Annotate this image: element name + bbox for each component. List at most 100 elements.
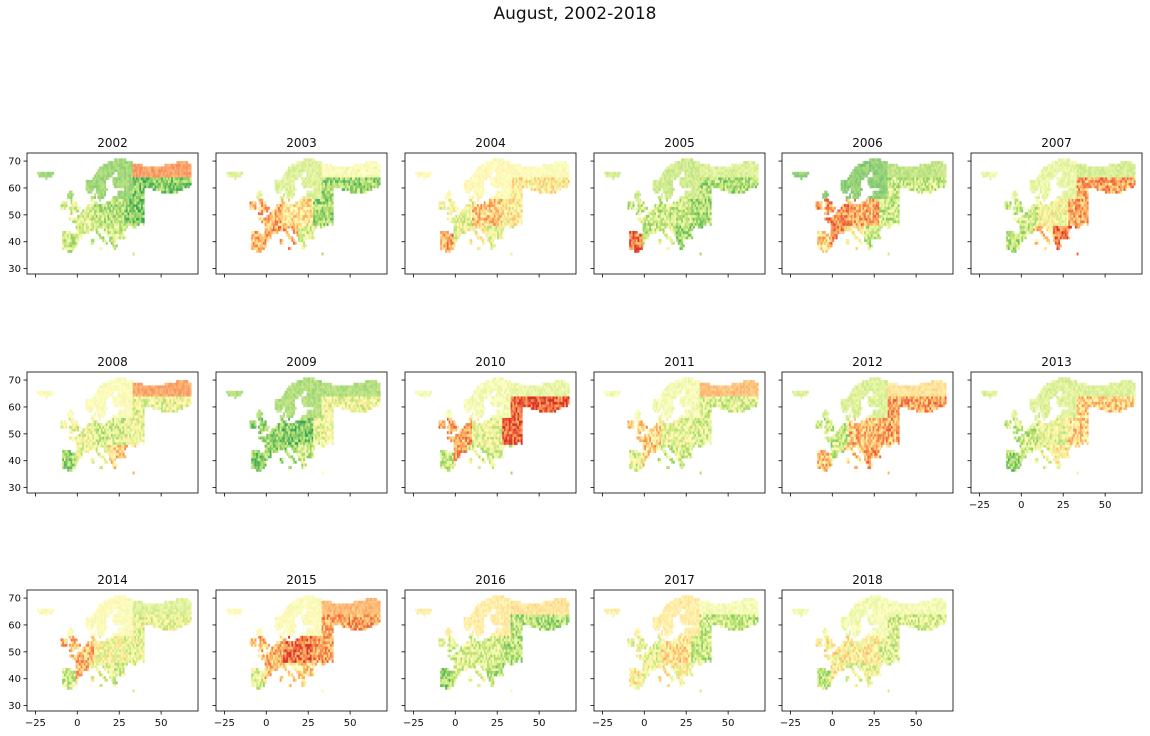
heatmap-cell	[664, 209, 667, 213]
heatmap-cell	[682, 198, 685, 202]
heatmap-cell	[132, 163, 135, 167]
heatmap-cell	[482, 209, 485, 213]
heatmap-cell	[726, 174, 729, 178]
heatmap-cell	[313, 177, 316, 181]
heatmap-cell	[77, 214, 80, 218]
heatmap-cell	[630, 236, 633, 240]
heatmap-cell	[692, 193, 695, 197]
heatmap-cell	[288, 222, 291, 226]
heatmap-cell	[231, 174, 234, 178]
heatmap-cell	[689, 171, 692, 175]
heatmap-cell	[451, 217, 454, 221]
heatmap-cell	[318, 212, 321, 216]
heatmap-cell	[482, 217, 485, 221]
heatmap-cell	[644, 236, 647, 240]
heatmap-cell	[156, 182, 159, 186]
heatmap-cell	[512, 187, 515, 191]
heatmap-cell	[144, 185, 147, 189]
heatmap-cell	[309, 177, 312, 181]
heatmap-cell	[492, 220, 495, 224]
heatmap-cell	[104, 166, 107, 170]
heatmap-cell	[731, 190, 734, 194]
heatmap-cell	[654, 179, 657, 183]
heatmap-cell	[691, 206, 694, 210]
heatmap-cell	[311, 185, 314, 189]
heatmap-cell	[92, 179, 95, 183]
heatmap-cell	[520, 177, 523, 181]
heatmap-cell	[115, 225, 118, 229]
heatmap-cell	[304, 212, 307, 216]
heatmap-cell	[319, 206, 322, 210]
heatmap-cell	[100, 214, 103, 218]
heatmap-cell	[125, 169, 128, 173]
heatmap-cell	[493, 182, 496, 186]
heatmap-cell	[117, 174, 120, 178]
heatmap-cell	[142, 177, 145, 181]
heatmap-cell	[284, 187, 287, 191]
heatmap-cell	[713, 171, 715, 175]
heatmap-cell	[304, 244, 307, 248]
heatmap-cell	[226, 171, 228, 175]
heatmap-cell	[522, 185, 525, 189]
heatmap-cell	[676, 217, 679, 221]
heatmap-cell	[127, 209, 130, 213]
heatmap-cell	[355, 177, 358, 181]
heatmap-cell	[701, 225, 704, 229]
heatmap-cell	[122, 161, 125, 165]
heatmap-cell	[686, 209, 689, 213]
heatmap-cell	[493, 225, 496, 229]
heatmap-cell	[470, 201, 473, 205]
heatmap-cell	[537, 185, 540, 189]
heatmap-cell	[515, 177, 518, 181]
heatmap-cell	[502, 187, 505, 191]
heatmap-cell	[681, 217, 684, 221]
heatmap-cell	[656, 217, 658, 221]
heatmap-cell	[264, 204, 267, 208]
heatmap-cell	[642, 222, 645, 226]
heatmap-cell	[151, 179, 153, 183]
heatmap-cell	[640, 204, 643, 208]
heatmap-cell	[110, 233, 113, 237]
heatmap-cell	[659, 204, 662, 208]
heatmap-cell	[122, 198, 125, 202]
heatmap-cell	[360, 169, 363, 173]
heatmap-cell	[127, 204, 130, 208]
heatmap-cell	[107, 225, 110, 229]
heatmap-cell	[73, 220, 76, 224]
heatmap-cell	[318, 166, 321, 170]
heatmap-cell	[490, 196, 493, 199]
heatmap-cell	[630, 247, 633, 251]
heatmap-cell	[637, 239, 640, 242]
heatmap-cell	[94, 182, 96, 186]
heatmap-cell	[492, 225, 495, 229]
heatmap-cell	[114, 163, 117, 167]
heatmap-cell	[477, 193, 480, 197]
heatmap-cell	[748, 187, 751, 191]
heatmap-cell	[293, 206, 296, 210]
heatmap-cell	[161, 185, 164, 189]
heatmap-cell	[483, 177, 486, 181]
heatmap-cell	[508, 209, 511, 213]
heatmap-cell	[283, 196, 285, 199]
heatmap-cell	[102, 214, 105, 218]
heatmap-cell	[294, 163, 297, 167]
heatmap-cell	[293, 214, 296, 218]
heatmap-cell	[649, 209, 652, 213]
heatmap-cell	[117, 233, 120, 237]
heatmap-cell	[677, 241, 680, 245]
heatmap-cell	[520, 212, 523, 216]
heatmap-cell	[467, 187, 469, 191]
heatmap-cell	[507, 161, 510, 165]
heatmap-cell	[559, 169, 562, 173]
heatmap-cell	[99, 236, 102, 240]
heatmap-cell	[304, 209, 307, 213]
heatmap-cell	[676, 214, 679, 218]
heatmap-cell	[681, 222, 684, 226]
heatmap-cell	[112, 163, 115, 167]
heatmap-cell	[100, 179, 103, 183]
heatmap-cell	[605, 174, 608, 178]
heatmap-cell	[353, 190, 356, 194]
heatmap-cell	[326, 182, 329, 186]
heatmap-cell	[353, 185, 356, 189]
heatmap-cell	[306, 171, 309, 175]
